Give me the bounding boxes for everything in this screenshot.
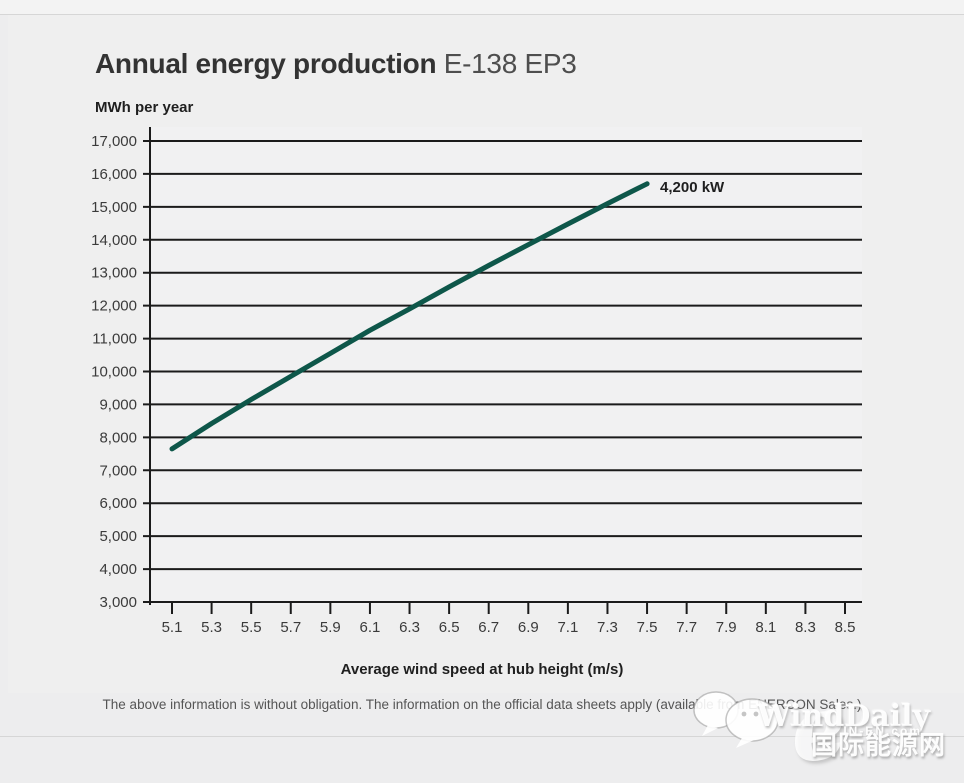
x-tick-label: 7.3 xyxy=(597,619,618,636)
production-curve xyxy=(169,181,650,452)
x-tick-label: 5.5 xyxy=(241,619,262,636)
x-tick-label: 7.7 xyxy=(676,619,697,636)
watermark-cn: 国际能源网 xyxy=(810,730,946,760)
top-divider xyxy=(0,14,964,15)
page-title-model: E-138 EP3 xyxy=(443,48,577,79)
x-tick-label: 7.1 xyxy=(557,619,578,636)
x-tick-label: 6.5 xyxy=(439,619,460,636)
y-tick-label: 14,000 xyxy=(91,232,137,249)
x-tick-label: 8.1 xyxy=(755,619,776,636)
x-tick-label: 6.7 xyxy=(478,619,499,636)
y-tick-label: 16,000 xyxy=(91,166,137,183)
x-axis-title: Average wind speed at hub height (m/s) xyxy=(340,661,624,678)
y-tick-label: 15,000 xyxy=(91,199,137,216)
x-tick-label: 7.5 xyxy=(637,619,658,636)
x-tick-label: 5.3 xyxy=(201,619,222,636)
y-tick-label: 3,000 xyxy=(99,594,137,611)
y-tick-label: 12,000 xyxy=(91,298,137,315)
y-tick-label: 9,000 xyxy=(99,396,137,413)
x-tick-label: 6.1 xyxy=(360,619,381,636)
x-tick-label: 6.3 xyxy=(399,619,420,636)
y-tick-label: 7,000 xyxy=(99,462,137,479)
page-title: Annual energy production E-138 EP3 xyxy=(95,48,577,80)
y-axis-unit-label: MWh per year xyxy=(95,99,194,116)
x-tick-label: 5.7 xyxy=(280,619,301,636)
y-tick-label: 4,000 xyxy=(99,561,137,578)
chart-plot: 3,000 4,000 5,000 6,000 7,000 8,000 9,000 10,00… xyxy=(91,127,862,636)
y-tick-label: 13,000 xyxy=(91,265,137,282)
bottom-divider xyxy=(0,736,964,737)
y-tick-label: 11,000 xyxy=(92,331,137,348)
page-title-main: Annual energy production xyxy=(95,48,437,79)
top-strip xyxy=(0,0,964,14)
x-tick-label: 8.5 xyxy=(835,619,856,636)
curve-label: 4,200 kW xyxy=(660,179,725,196)
footer-disclaimer: The above information is without obligat… xyxy=(102,697,862,712)
x-tick-label: 5.9 xyxy=(320,619,341,636)
chat-bubbles-icon xyxy=(693,691,779,748)
y-tick-label: 6,000 xyxy=(99,495,137,512)
x-tick-label: 5.1 xyxy=(162,619,183,636)
x-tick-label: 8.3 xyxy=(795,619,816,636)
x-tick-label: 6.9 xyxy=(518,619,539,636)
x-tick-label: 7.9 xyxy=(716,619,737,636)
y-tick-label: 5,000 xyxy=(99,528,137,545)
watermark: e WindDaily IN-EN.com 国际能源网 xyxy=(644,673,964,783)
y-tick-label: 10,000 xyxy=(91,364,137,381)
plot-background xyxy=(150,127,862,605)
y-tick-label: 8,000 xyxy=(99,429,137,446)
y-tick-label: 17,000 xyxy=(91,133,137,150)
